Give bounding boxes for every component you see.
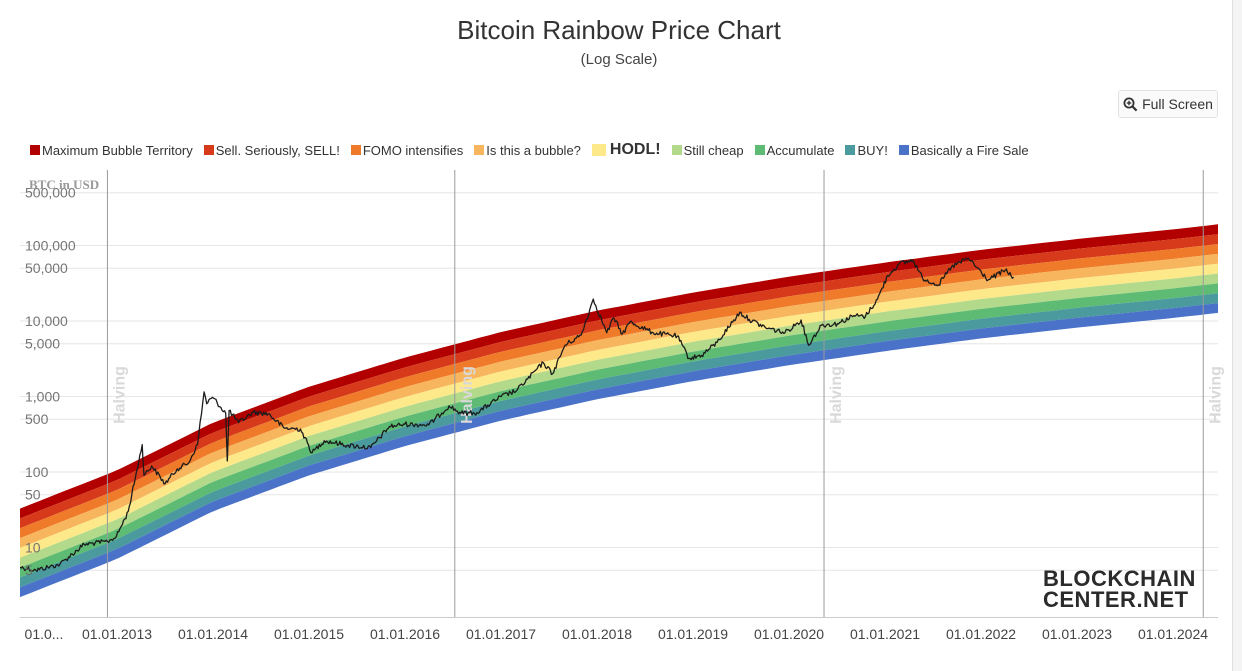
y-tick-label: 1,000 <box>25 388 60 404</box>
y-tick-label: 50 <box>25 487 41 503</box>
x-tick-label: 01.01.2019 <box>658 626 728 642</box>
x-tick-label: 01.01.2020 <box>754 626 824 642</box>
legend-item-3[interactable]: Is this a bubble? <box>474 143 581 158</box>
legend-swatch <box>591 144 606 156</box>
legend-label: Accumulate <box>766 142 835 158</box>
legend-item-6[interactable]: Accumulate <box>754 142 835 158</box>
halving-label: Halving <box>111 366 128 424</box>
legend-swatch <box>350 145 361 155</box>
legend-swatch <box>671 145 682 155</box>
x-tick-label: 01.01.2014 <box>178 626 248 642</box>
legend-label: HODL! <box>609 141 661 158</box>
legend-swatch <box>845 145 856 155</box>
legend-item-7[interactable]: BUY! <box>845 142 888 158</box>
chart-subtitle: (Log Scale) <box>580 51 658 68</box>
legend-item-0[interactable]: Maximum Bubble Territory <box>30 143 193 158</box>
halving-label: Halving <box>459 366 476 424</box>
watermark-logo: BLOCKCHAIN CENTER.NET <box>1043 566 1196 612</box>
legend-label: Is this a bubble? <box>486 142 581 158</box>
x-tick-label: 01.01.2013 <box>82 626 152 642</box>
y-tick-label: 5 <box>25 562 33 578</box>
legend-swatch <box>203 145 214 155</box>
x-tick-label: 01.01.2023 <box>1042 626 1112 642</box>
x-tick-label: 01.01.2015 <box>274 626 344 642</box>
y-tick-label: 100 <box>25 464 49 480</box>
x-tick-label: 01.01.2018 <box>562 626 632 642</box>
x-tick-label: 01.01.2017 <box>466 626 536 642</box>
legend-item-2[interactable]: FOMO intensifies <box>350 142 464 158</box>
legend-label: Basically a Fire Sale <box>910 142 1029 158</box>
legend-label: Sell. Seriously, SELL! <box>215 142 340 158</box>
legend-swatch <box>474 145 485 155</box>
legend-item-1[interactable]: Sell. Seriously, SELL! <box>203 142 340 158</box>
x-tick-label: 01.0... <box>25 626 64 642</box>
y-tick-label: 500,000 <box>25 185 76 201</box>
legend: Maximum Bubble Territory Sell. Seriously,… <box>30 139 1040 161</box>
y-axis-title: BTC in USD <box>29 177 99 192</box>
legend-label: BUY! <box>857 142 888 158</box>
price-line <box>20 257 1015 573</box>
y-tick-label: 500 <box>25 411 49 427</box>
x-tick-label: 01.01.2024 <box>1138 626 1208 642</box>
y-tick-label: 50,000 <box>25 260 68 276</box>
halving-label: Halving <box>828 366 845 424</box>
legend-label: Maximum Bubble Territory <box>42 142 193 158</box>
x-tick-label: 01.01.2016 <box>370 626 440 642</box>
halving-label: Halving <box>1207 366 1224 424</box>
legend-swatch <box>754 145 765 155</box>
watermark-line-1: BLOCKCHAIN <box>1043 566 1196 591</box>
legend-label: Still cheap <box>683 142 744 158</box>
x-tick-label: 01.01.2021 <box>850 626 920 642</box>
legend-swatch <box>30 145 40 155</box>
zoom-in-icon <box>1123 97 1138 111</box>
y-tick-label: 100,000 <box>25 237 76 253</box>
chart-title: Bitcoin Rainbow Price Chart <box>457 15 781 45</box>
legend-item-5[interactable]: Still cheap <box>671 142 744 158</box>
y-tick-label: 5,000 <box>25 336 60 352</box>
x-tick-label: 01.01.2022 <box>946 626 1016 642</box>
legend-swatch <box>898 145 909 155</box>
y-tick-label: 10 <box>25 539 41 555</box>
y-tick-label: 10,000 <box>25 313 68 329</box>
fullscreen-button[interactable]: Full Screen <box>1118 90 1218 118</box>
fullscreen-label: Full Screen <box>1142 96 1213 112</box>
legend-label: FOMO intensifies <box>362 142 464 158</box>
legend-item-8[interactable]: Basically a Fire Sale <box>898 142 1029 158</box>
page-scrollbar[interactable] <box>1232 0 1242 671</box>
legend-item-4[interactable]: HODL! <box>591 141 661 159</box>
watermark-line-2: CENTER.NET <box>1043 587 1189 612</box>
